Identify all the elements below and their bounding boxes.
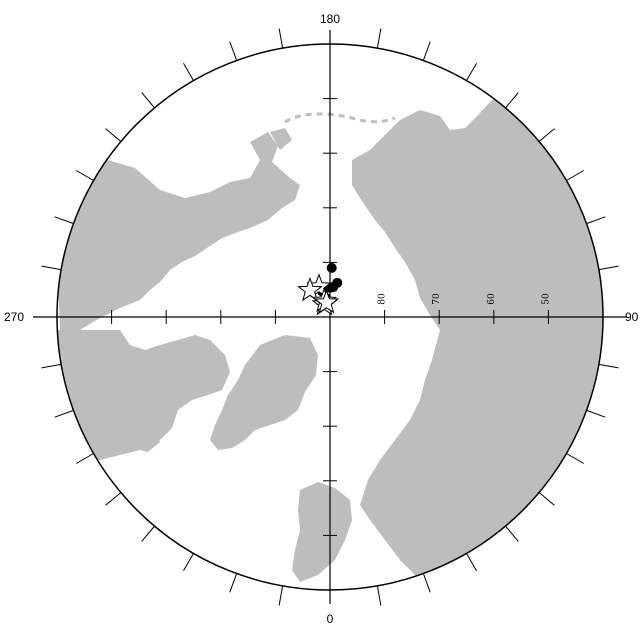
longitude-tick [422,41,431,61]
longitude-tick [505,92,519,109]
dot-marker [326,262,337,273]
longitude-tick [376,585,382,606]
latitude-label-50: 50 [541,293,551,305]
longitude-tick [566,170,584,181]
land-greenland [210,335,318,450]
longitude-tick [586,409,606,418]
land-europe [360,330,603,590]
longitude-tick [183,553,194,571]
longitude-tick [105,128,122,142]
longitude-label-bottom: 0 [327,612,334,626]
longitude-tick [505,525,519,542]
longitude-label-left: 270 [4,310,24,324]
latitude-label-80: 80 [378,293,388,305]
longitude-tick [41,363,62,369]
longitude-tick [54,409,74,418]
longitude-tick [41,265,62,271]
longitude-tick [466,553,477,571]
land-baffin-isle [132,428,160,452]
land-layer [57,95,603,590]
longitude-tick [278,585,284,606]
land-alaska-north-isle [270,128,292,150]
star-marker [313,289,340,314]
longitude-tick [229,41,238,61]
longitude-tick [538,492,555,506]
longitude-tick [76,170,94,181]
longitude-tick [183,63,194,81]
longitude-label-top: 180 [320,12,340,26]
longitude-tick [376,28,382,49]
latitude-ticks [56,43,604,591]
longitude-tick [598,363,619,369]
markers-layer [297,262,343,316]
longitude-tick [76,453,94,464]
longitude-tick [105,492,122,506]
latitude-label-70: 70 [432,293,442,305]
longitude-tick [538,128,555,142]
dashed-boundary [284,112,396,124]
longitude-tick [141,92,155,109]
longitude-tick [598,265,619,271]
land-kamchatka-isle [455,142,478,168]
latitude-label-60: 60 [487,293,497,305]
dot-marker [332,277,343,288]
longitude-tick [422,573,431,593]
longitude-tick [229,573,238,593]
longitude-tick [586,216,606,225]
land-alaska [58,132,300,330]
land-canada [57,330,230,465]
longitude-ticks [41,28,619,606]
star-marker [297,276,323,302]
longitude-label-right: 90 [625,310,639,324]
longitude-tick [466,63,477,81]
longitude-tick [141,525,155,542]
land-south-center [292,482,352,582]
land-siberia [352,95,603,330]
longitude-tick [54,216,74,225]
longitude-tick [566,453,584,464]
latitude-labels: 80 70 60 50 [378,293,552,305]
longitude-tick [278,28,284,49]
